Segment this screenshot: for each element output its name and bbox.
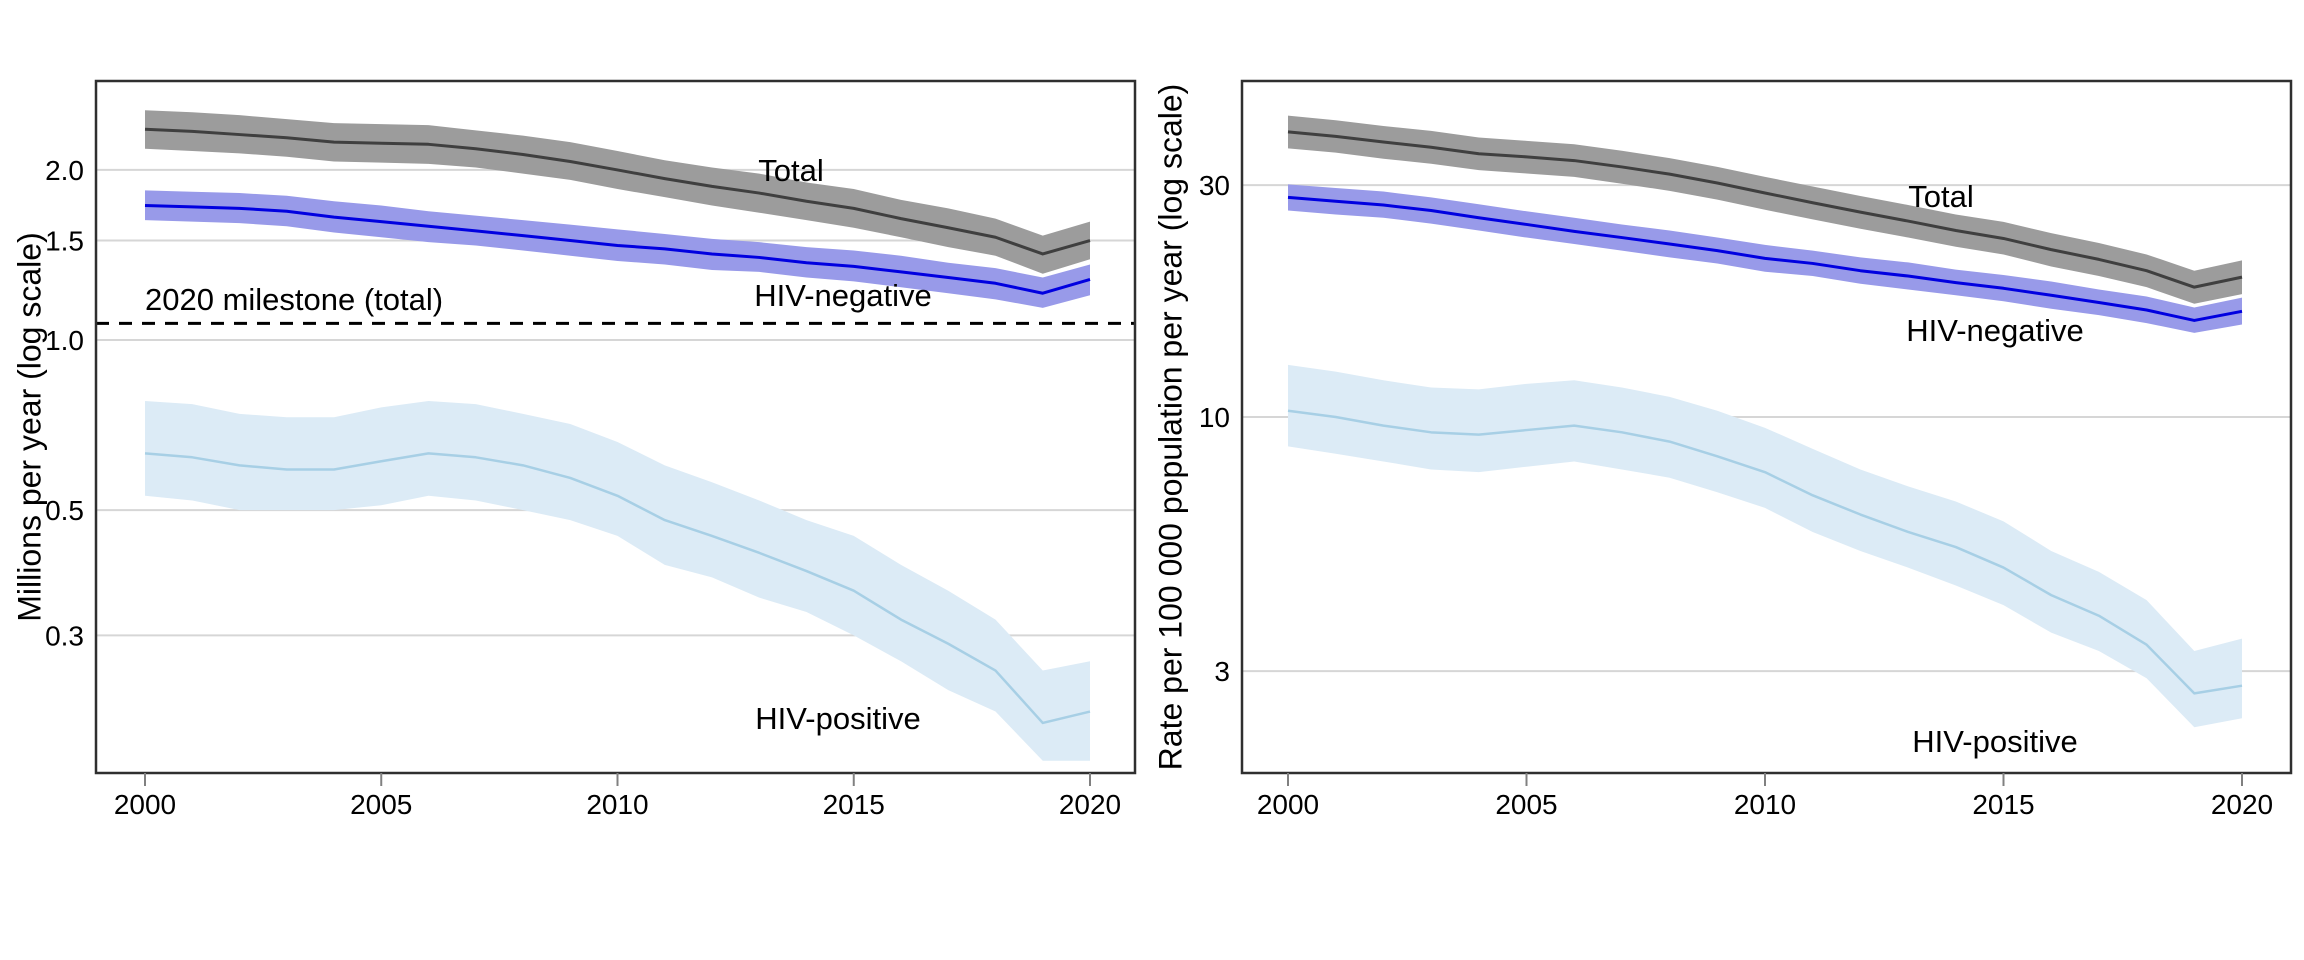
total-ribbon	[145, 110, 1090, 274]
milestone-label: 2020 milestone (total)	[145, 282, 444, 317]
x-tick-label: 2000	[114, 789, 176, 820]
y-tick-label: 30	[1199, 170, 1230, 201]
y-tick-label: 10	[1199, 402, 1230, 433]
x-tick-label: 2005	[350, 789, 412, 820]
x-tick-label: 2020	[1059, 789, 1121, 820]
left-y-axis-title: Millions per year (log scale)	[11, 232, 48, 622]
y-tick-label: 3	[1214, 656, 1230, 687]
y-tick-label: 1.5	[45, 226, 84, 257]
right-hiv-positive-label: HIV-positive	[1912, 724, 2078, 759]
hiv-positive-line	[144, 452, 1091, 725]
hiv-positive-line	[1287, 409, 2243, 695]
panel-border	[94, 79, 1137, 775]
x-tick-label: 2010	[586, 789, 648, 820]
x-tick-label: 2015	[823, 789, 885, 820]
x-tick-label: 2020	[2211, 789, 2273, 820]
hiv-positive-ribbon	[1288, 364, 2242, 728]
x-tick-label: 2015	[1972, 789, 2034, 820]
y-tick-label: 0.5	[45, 495, 84, 526]
left-hiv-positive-label: HIV-positive	[755, 701, 921, 736]
x-tick-label: 2000	[1257, 789, 1319, 820]
total-line	[144, 127, 1091, 256]
x-tick-label: 2010	[1734, 789, 1796, 820]
right-y-axis-title: Rate per 100 000 population per year (lo…	[1152, 83, 1189, 771]
right-total-label: Total	[1908, 179, 1974, 214]
total-line	[1287, 130, 2243, 289]
left-hiv-negative-label: HIV-negative	[754, 278, 932, 313]
panel-border	[1240, 79, 2293, 775]
right-hiv-negative-label: HIV-negative	[1906, 313, 2084, 348]
y-tick-label: 2.0	[45, 155, 84, 186]
hiv-negative-line	[144, 204, 1091, 295]
x-tick-label: 2005	[1495, 789, 1557, 820]
hiv-negative-ribbon	[145, 190, 1090, 308]
y-tick-label: 0.3	[45, 620, 84, 651]
y-tick-label: 1.0	[45, 325, 84, 356]
hiv-negative-line	[1287, 195, 2243, 322]
left-total-label: Total	[758, 153, 824, 188]
hiv-positive-ribbon	[145, 400, 1090, 761]
total-ribbon	[1288, 115, 2242, 304]
